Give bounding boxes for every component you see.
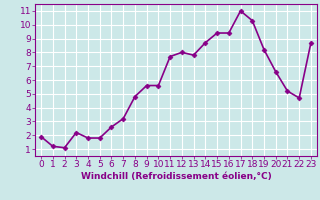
X-axis label: Windchill (Refroidissement éolien,°C): Windchill (Refroidissement éolien,°C)	[81, 172, 271, 181]
